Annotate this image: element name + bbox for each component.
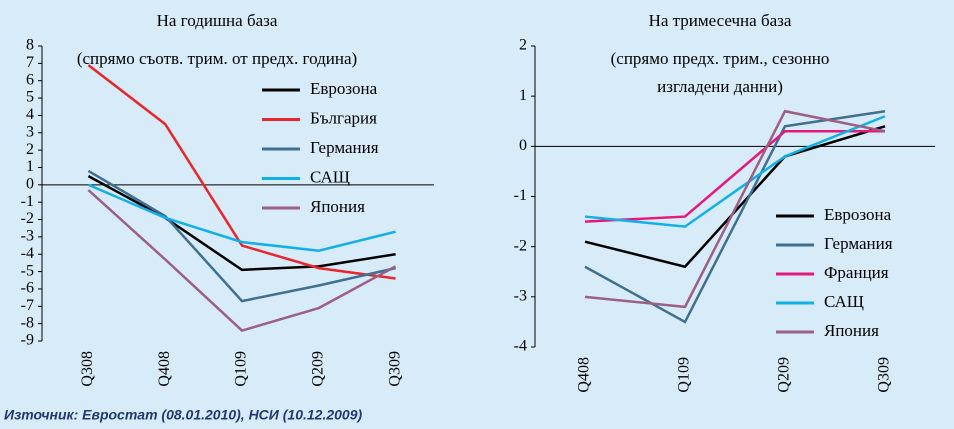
y-tick-label: 1: [26, 158, 34, 175]
y-tick-label: -8: [21, 314, 34, 331]
series-line: [584, 130, 885, 223]
y-tick-label: -5: [21, 262, 34, 279]
legend-label: Япония: [310, 197, 365, 216]
x-tick-label: Q308: [79, 351, 96, 387]
y-tick-label: -1: [514, 187, 527, 204]
y-tick-label: 2: [519, 37, 527, 54]
x-tick-label: Q209: [309, 351, 326, 387]
y-tick-label: 8: [26, 37, 34, 54]
chart-subtitle: (спрямо предх. трим., сезонно: [611, 49, 830, 68]
y-tick-label: -1: [21, 193, 34, 210]
series-line: [87, 189, 397, 332]
x-tick-label: Q309: [386, 351, 403, 387]
legend-label: Япония: [824, 321, 879, 340]
y-tick-label: 7: [26, 54, 34, 71]
legend-label: България: [310, 108, 377, 127]
y-tick-label: 0: [26, 175, 34, 192]
y-tick-label: -3: [21, 228, 34, 245]
legend-label: САЩ: [310, 167, 350, 186]
chart-subtitle: изгладени данни): [657, 77, 783, 96]
y-tick-label: -9: [21, 332, 34, 349]
y-tick-label: -4: [21, 245, 34, 262]
y-tick-label: -3: [514, 288, 527, 305]
source: Източник: Евростат (08.01.2010), НСИ (10…: [4, 407, 362, 423]
x-tick-label: Q408: [156, 351, 173, 387]
chart-title: На тримесечна база: [649, 11, 792, 30]
y-tick-label: 3: [26, 123, 34, 140]
y-tick-label: -7: [21, 297, 34, 314]
series-line: [584, 109, 886, 324]
y-tick-label: 6: [26, 71, 34, 88]
y-tick-label: 1: [519, 87, 527, 104]
series-line: [87, 169, 396, 303]
y-tick-label: 2: [26, 141, 34, 158]
legend-label: Еврозона: [310, 79, 378, 98]
chart-subtitle: (спрямо съотв. трим. от предх. година): [77, 49, 357, 68]
legend-label: Германия: [824, 234, 893, 253]
legend-label: САЩ: [824, 292, 864, 311]
legend-label: Германия: [310, 138, 379, 157]
x-tick-label: Q109: [233, 351, 250, 387]
series-line: [584, 115, 886, 228]
x-tick-label: Q408: [576, 357, 593, 393]
y-tick-label: -2: [21, 210, 34, 227]
series-line: [87, 64, 396, 280]
y-tick-label: -6: [21, 280, 34, 297]
x-tick-label: Q209: [776, 357, 793, 393]
legend-label: Еврозона: [824, 205, 892, 224]
y-tick-label: 4: [26, 106, 34, 123]
y-tick-label: -4: [514, 338, 527, 355]
x-tick-label: Q109: [676, 357, 693, 393]
chart-title: На годишна база: [157, 11, 278, 30]
y-tick-label: -2: [514, 237, 527, 254]
y-tick-label: 0: [519, 137, 527, 154]
legend-label: Франция: [824, 263, 889, 282]
y-tick-label: 5: [26, 89, 34, 106]
series-line: [87, 183, 396, 253]
series-line: [87, 175, 396, 272]
x-tick-label: Q309: [876, 357, 893, 393]
series-line: [584, 109, 886, 309]
